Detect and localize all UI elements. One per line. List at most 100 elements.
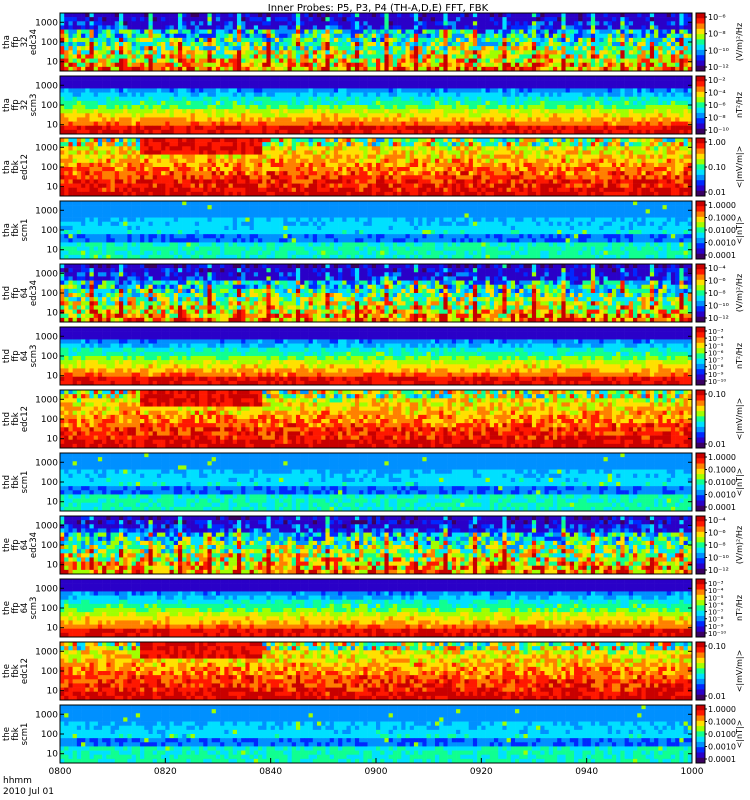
spectrogram-cell — [110, 33, 116, 39]
spectrogram-cell — [388, 100, 394, 106]
spectrogram-cell — [317, 100, 322, 106]
spectrogram-cell — [346, 54, 352, 59]
spectrogram-cell — [481, 121, 486, 127]
spectrogram-cell — [616, 13, 621, 18]
spectrogram-cell — [283, 46, 288, 51]
spectrogram-cell — [283, 100, 288, 106]
spectrogram-cell — [76, 154, 82, 160]
spectrogram-cell — [620, 58, 625, 64]
spectrogram-cell — [569, 146, 575, 151]
spectrogram-cell — [207, 76, 212, 81]
spectrogram-cell — [434, 142, 440, 147]
spectrogram-cell — [434, 66, 440, 72]
spectrogram-cell — [536, 80, 541, 85]
spectrogram-cell — [350, 50, 356, 55]
spectrogram-cell — [502, 46, 507, 51]
spectrogram-cell — [194, 109, 200, 114]
spectrogram-cell — [253, 62, 259, 68]
spectrogram-cell — [683, 100, 689, 106]
spectrogram-cell — [574, 42, 579, 47]
spectrogram-cell — [270, 50, 276, 55]
spectrogram-cell — [624, 125, 630, 131]
spectrogram-cell — [683, 113, 689, 118]
spectrogram-cell — [194, 150, 200, 155]
spectrogram-cell — [611, 37, 617, 43]
spectrogram-cell — [456, 13, 461, 18]
spectrogram-cell — [493, 54, 499, 59]
spectrogram-cell — [245, 37, 250, 43]
spectrogram-cell — [342, 125, 347, 131]
spectrogram-cell — [565, 17, 571, 22]
spectrogram-cell — [241, 58, 246, 64]
spectrogram-cell — [211, 92, 217, 98]
spectrogram-cell — [140, 125, 145, 131]
spectrogram-cell — [611, 96, 617, 102]
spectrogram-cell — [279, 105, 284, 110]
spectrogram-cell — [363, 113, 368, 118]
spectrogram-cell — [161, 92, 166, 98]
spectrogram-cell — [409, 138, 415, 143]
spectrogram-cell — [569, 138, 575, 143]
spectrogram-cell — [666, 84, 672, 89]
spectrogram-cell — [460, 117, 465, 122]
spectrogram-cell — [118, 50, 124, 55]
spectrogram-cell — [106, 84, 111, 89]
spectrogram-cell — [658, 33, 663, 39]
spectrogram-cell — [515, 13, 520, 18]
spectrogram-cell — [236, 88, 242, 93]
spectrogram-cell — [498, 21, 503, 26]
spectrogram-cell — [194, 66, 200, 72]
spectrogram-cell — [502, 33, 507, 39]
spectrogram-cell — [544, 37, 550, 43]
spectrogram-cell — [203, 29, 208, 35]
spectrogram-cell — [102, 76, 107, 81]
spectrogram-cell — [468, 29, 474, 35]
spectrogram-cell — [443, 37, 448, 43]
spectrogram-cell — [123, 117, 128, 122]
spectrogram-cell — [519, 121, 524, 127]
spectrogram-cell — [72, 117, 78, 122]
spectrogram-cell — [519, 117, 524, 122]
spectrogram-cell — [228, 96, 234, 102]
spectrogram-cell — [224, 84, 229, 89]
spectrogram-cell — [354, 13, 360, 18]
spectrogram-cell — [460, 25, 465, 30]
spectrogram-cell — [607, 113, 613, 118]
spectrogram-cell — [679, 117, 684, 122]
spectrogram-cell — [506, 66, 512, 72]
spectrogram-cell — [262, 25, 267, 30]
spectrogram-cell — [662, 146, 668, 151]
spectrogram-cell — [131, 88, 137, 93]
spectrogram-cell — [161, 13, 166, 18]
spectrogram-cell — [519, 21, 524, 26]
spectrogram-cell — [68, 13, 73, 18]
spectrogram-cell — [493, 96, 499, 102]
spectrogram-cell — [258, 58, 263, 64]
spectrogram-cell — [464, 17, 469, 22]
spectrogram-cell — [658, 100, 663, 106]
spectrogram-cell — [645, 21, 651, 26]
spectrogram-cell — [207, 142, 212, 147]
spectrogram-cell — [304, 76, 309, 81]
spectrogram-cell — [569, 88, 575, 93]
spectrogram-cell — [384, 62, 389, 68]
spectrogram-cell — [270, 66, 276, 72]
spectrogram-cell — [683, 33, 689, 39]
spectrogram-cell — [679, 138, 684, 143]
spectrogram-cell — [418, 117, 423, 122]
spectrogram-cell — [312, 21, 318, 26]
spectrogram-cell — [380, 42, 385, 47]
spectrogram-cell — [658, 50, 663, 55]
spectrogram-cell — [430, 88, 436, 93]
spectrogram-cell — [531, 88, 537, 93]
panel-label-line: 32 — [20, 100, 30, 111]
spectrogram-cell — [333, 25, 339, 30]
spectrogram-cell — [173, 117, 179, 122]
spectrogram-cell — [135, 92, 141, 98]
spectrogram-cell — [118, 54, 124, 59]
spectrogram-cell — [270, 46, 276, 51]
spectrogram-cell — [468, 129, 474, 135]
spectrogram-cell — [603, 138, 609, 143]
spectrogram-cell — [380, 154, 385, 160]
spectrogram-cell — [203, 88, 208, 93]
